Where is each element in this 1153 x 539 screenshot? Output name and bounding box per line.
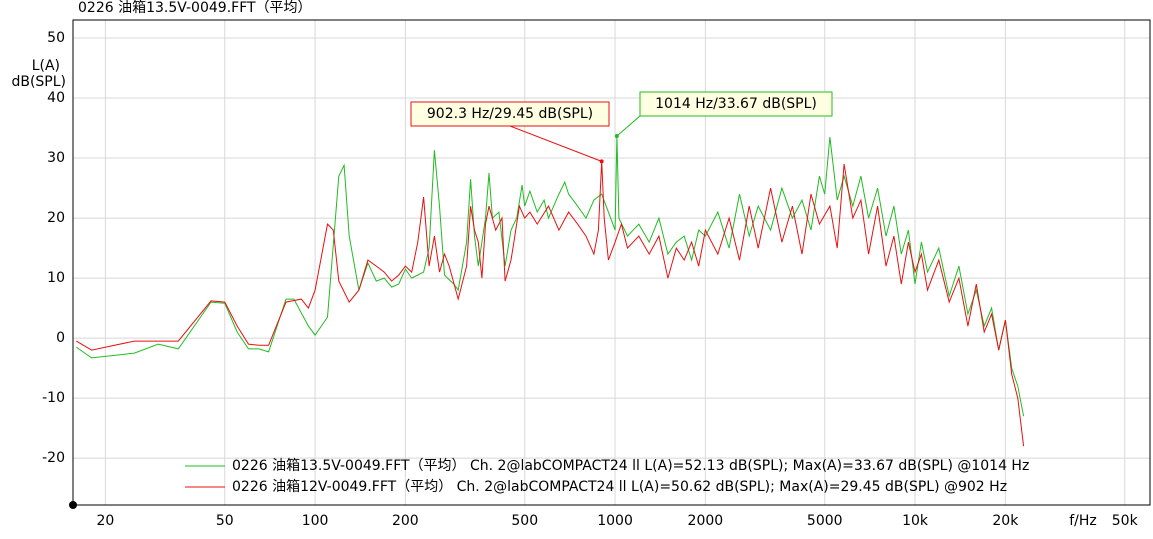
y-tick-label: 30 (47, 150, 65, 166)
y-tick-label: 20 (47, 210, 65, 226)
x-tick-label: 1000 (597, 513, 633, 529)
y-tick-label: 0 (56, 330, 65, 346)
x-tick-label: 200 (392, 513, 419, 529)
x-tick-label: 50 (216, 513, 234, 529)
y-tick-label: 40 (47, 90, 65, 106)
x-tick-label: 20 (96, 513, 114, 529)
y-tick-label: -20 (42, 450, 65, 466)
annotation-text: 902.3 Hz/29.45 dB(SPL) (427, 106, 593, 122)
annotation-point (599, 159, 604, 164)
x-tick-label: 2000 (688, 513, 724, 529)
y-tick-label: -10 (42, 390, 65, 406)
legend-label: 0226 油箱13.5V-0049.FFT（平均） Ch. 2@labCOMPA… (232, 458, 1029, 474)
plot-frame (72, 19, 1151, 506)
x-tick-label: 10k (902, 513, 929, 529)
y-tick-label: 10 (47, 270, 65, 286)
annotation-leader (616, 115, 641, 137)
annotation-leader (509, 125, 602, 162)
chart-title: 0226 油箱13.5V-0049.FFT（平均） (78, 0, 312, 16)
x-label: f/Hz (1069, 513, 1097, 529)
x-tick-label: 100 (302, 513, 329, 529)
x-tick-label: 5000 (807, 513, 843, 529)
annotation-point (614, 134, 619, 139)
annotation-text: 1014 Hz/33.67 dB(SPL) (655, 96, 817, 112)
axis-origin (69, 501, 77, 509)
x-tick-label: 500 (511, 513, 538, 529)
y-label: L(A) (32, 58, 60, 74)
x-tick-label: 50k (1112, 513, 1139, 529)
annotation-box (639, 91, 833, 117)
series-line (76, 135, 1025, 417)
y-tick-label: 50 (47, 30, 65, 46)
y-label: dB(SPL) (11, 74, 66, 90)
annotation-box (410, 101, 610, 127)
legend-label: 0226 油箱12V-0049.FFT（平均） Ch. 2@labCOMPACT… (232, 479, 1007, 495)
x-tick-label: 20k (992, 513, 1019, 529)
series-line (76, 161, 1025, 447)
